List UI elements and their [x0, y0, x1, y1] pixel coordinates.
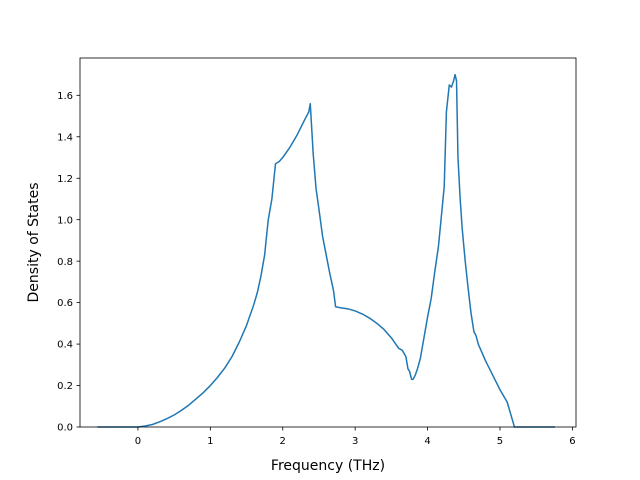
x-tick-label: 0 [135, 436, 141, 447]
y-tick-label: 0.4 [57, 340, 73, 351]
y-tick-label: 0.0 [57, 423, 73, 434]
axes-frame [79, 57, 577, 428]
x-tick-label: 1 [207, 436, 213, 447]
y-axis-title: Density of States [26, 183, 42, 303]
x-tick-label: 4 [424, 436, 430, 447]
y-tick-label: 0.2 [57, 381, 73, 392]
x-tick-label: 3 [352, 436, 358, 447]
x-axis-ticks: 0 1 2 3 4 5 6 [135, 427, 576, 447]
x-tick-label: 6 [569, 436, 575, 447]
y-axis-ticks: 0.0 0.2 0.4 0.6 0.8 1.0 1.2 1.4 1.6 [57, 91, 80, 434]
y-tick-label: 1.0 [57, 215, 73, 226]
y-tick-label: 0.6 [57, 298, 73, 309]
y-tick-label: 0.8 [57, 257, 73, 268]
y-tick-label: 1.4 [57, 132, 73, 143]
y-tick-label: 1.6 [57, 91, 73, 102]
series-line-dos [97, 73, 556, 428]
plot-area [97, 73, 556, 428]
x-tick-label: 5 [497, 436, 503, 447]
x-axis-title: Frequency (THz) [271, 458, 385, 474]
x-tick-label: 2 [280, 436, 286, 447]
y-tick-label: 1.2 [57, 174, 73, 185]
